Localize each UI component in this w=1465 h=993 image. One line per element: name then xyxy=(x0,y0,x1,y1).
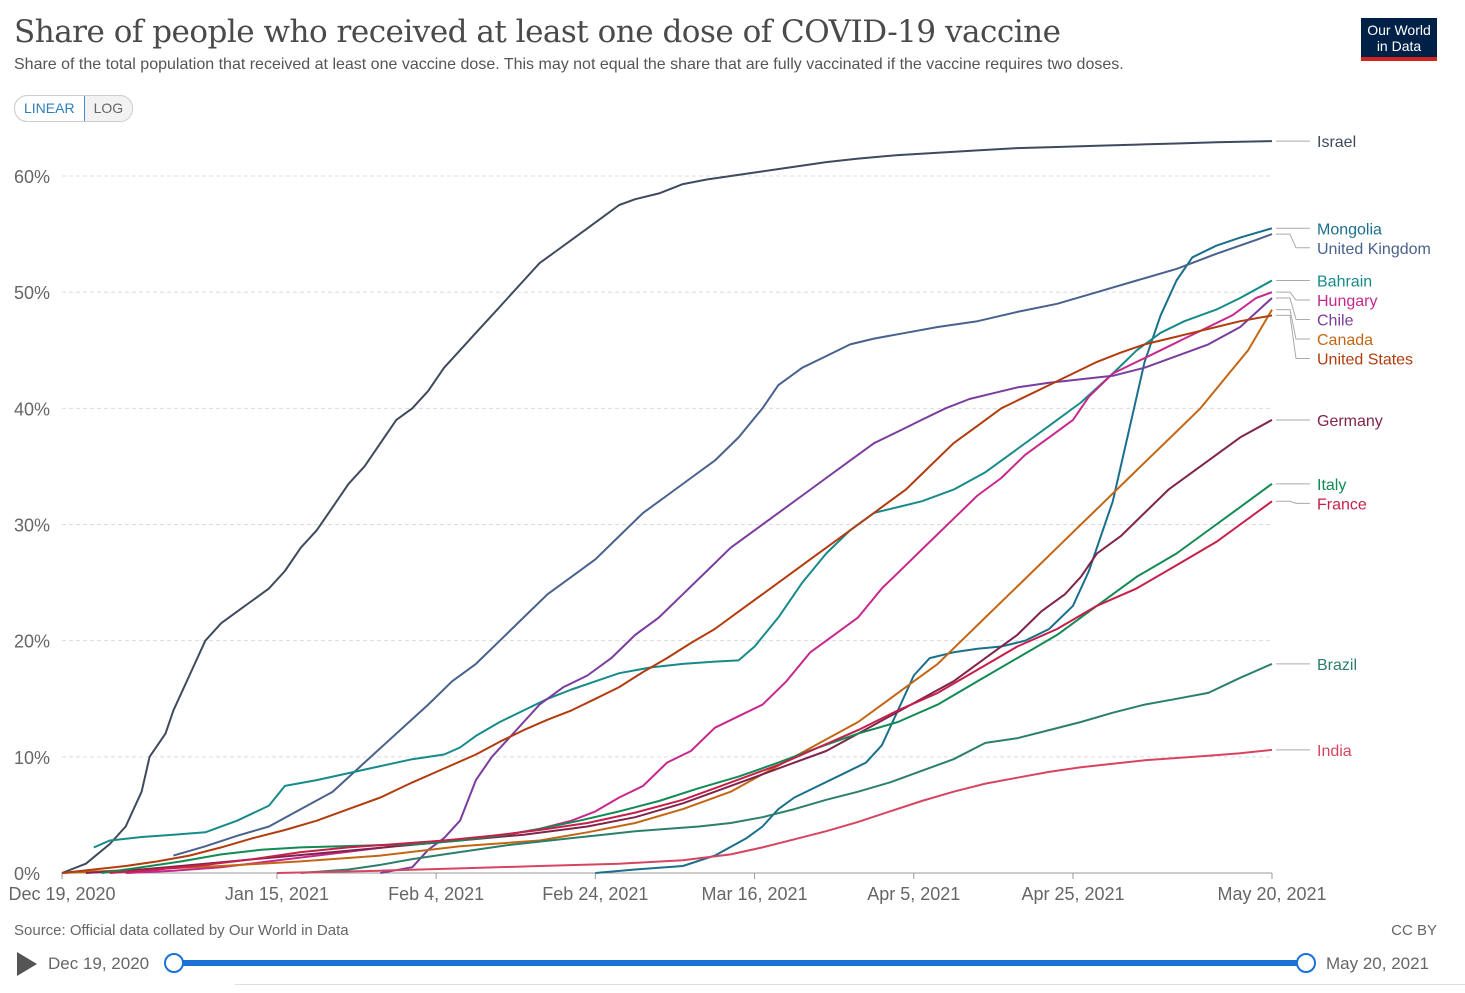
logo-line-2: in Data xyxy=(1376,38,1422,54)
bottom-tab-bar xyxy=(235,984,1465,993)
series-line-mongolia xyxy=(595,227,1273,874)
timeline-end-label: May 20, 2021 xyxy=(1326,954,1430,973)
series-label-canada: Canada xyxy=(1317,332,1373,349)
play-icon[interactable] xyxy=(17,952,37,976)
x-tick-label: Mar 16, 2021 xyxy=(702,884,808,904)
series-label-chile: Chile xyxy=(1317,313,1354,330)
timeline-end-handle[interactable] xyxy=(1296,953,1316,973)
y-tick-label: 20% xyxy=(14,632,50,652)
series-label-united-kingdom: United Kingdom xyxy=(1317,241,1431,258)
y-tick-label: 30% xyxy=(14,516,50,536)
log-scale-button[interactable]: LOG xyxy=(84,96,133,121)
series-line-brazil xyxy=(300,662,1273,874)
timeline: Dec 19, 2020 May 20, 2021 xyxy=(0,946,1465,982)
logo-line-1: Our World xyxy=(1367,22,1431,38)
label-connector xyxy=(1276,291,1310,301)
line-chart: 0% 10% 20% 30% 40% 50% 60% Dec 19, 2020 Jan 15, … xyxy=(8,134,1431,904)
x-tick-label: Feb 24, 2021 xyxy=(542,884,648,904)
series-line-italy xyxy=(101,482,1273,874)
x-tick-label: Apr 5, 2021 xyxy=(867,884,960,904)
series-label-united-states: United States xyxy=(1317,352,1413,369)
series-label-mongolia: Mongolia xyxy=(1317,221,1382,238)
x-tick-label: May 20, 2021 xyxy=(1217,884,1326,904)
license-link[interactable]: CC BY xyxy=(1391,922,1437,939)
series-line-chile xyxy=(380,297,1273,874)
label-connector xyxy=(1276,297,1310,321)
timeline-start-label: Dec 19, 2020 xyxy=(48,954,150,973)
chart-subtitle: Share of the total population that recei… xyxy=(14,56,1124,73)
x-tick-label: Dec 19, 2020 xyxy=(8,884,115,904)
series-label-italy: Italy xyxy=(1317,477,1346,494)
series-line-israel xyxy=(61,140,1273,874)
linear-scale-button[interactable]: LINEAR xyxy=(15,96,85,121)
series-line-hungary xyxy=(125,291,1273,874)
series-line-bahrain xyxy=(93,279,1273,849)
series-label-israel: Israel xyxy=(1317,134,1356,151)
x-tick-label: Feb 4, 2021 xyxy=(388,884,484,904)
series-label-india: India xyxy=(1317,743,1352,760)
chart-title: Share of people who received at least on… xyxy=(14,14,1061,50)
series-line-canada xyxy=(61,309,1273,874)
series-line-united-kingdom xyxy=(173,233,1273,857)
label-connector xyxy=(1276,233,1310,249)
y-tick-label: 40% xyxy=(14,399,50,419)
series-label-brazil: Brazil xyxy=(1317,657,1357,674)
label-connector xyxy=(1276,500,1310,504)
series-line-france xyxy=(109,500,1273,874)
owid-logo[interactable]: Our World in Data xyxy=(1361,18,1437,61)
series-label-france: France xyxy=(1317,496,1367,513)
y-tick-label: 10% xyxy=(14,748,50,768)
x-tick-label: Apr 25, 2021 xyxy=(1021,884,1124,904)
timeline-start-handle[interactable] xyxy=(164,953,184,973)
y-tick-label: 0% xyxy=(14,864,40,884)
series-line-united-states xyxy=(61,314,1273,874)
label-connector xyxy=(1276,314,1310,360)
x-tick-label: Jan 15, 2021 xyxy=(225,884,329,904)
series-label-hungary: Hungary xyxy=(1317,293,1377,310)
source-note: Source: Official data collated by Our Wo… xyxy=(14,922,349,939)
series-line-india xyxy=(276,748,1273,874)
y-tick-label: 50% xyxy=(14,283,50,303)
y-tick-label: 60% xyxy=(14,167,50,187)
label-connector xyxy=(1276,309,1310,340)
series-label-bahrain: Bahrain xyxy=(1317,274,1372,291)
scale-toggle: LINEAR LOG xyxy=(14,95,134,122)
timeline-track[interactable] xyxy=(173,960,1306,966)
series-label-germany: Germany xyxy=(1317,413,1383,430)
